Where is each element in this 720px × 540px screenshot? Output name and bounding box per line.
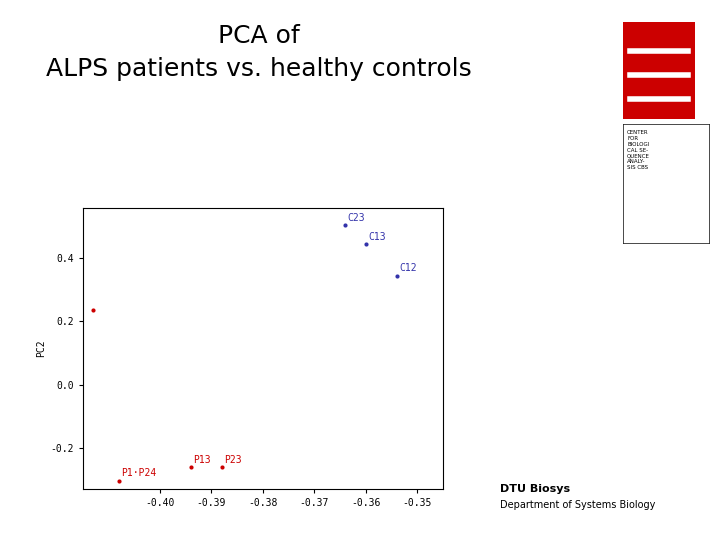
Text: P13: P13 <box>194 455 211 465</box>
Text: DTU Biosys: DTU Biosys <box>500 484 570 494</box>
Y-axis label: PC2: PC2 <box>36 340 46 357</box>
Text: CENTER
FOR
BIOLOGI
CAL SE-
QUENCE
ANALY-
SIS CBS: CENTER FOR BIOLOGI CAL SE- QUENCE ANALY-… <box>627 130 650 170</box>
Text: C12: C12 <box>399 263 417 273</box>
Text: ALPS patients vs. healthy controls: ALPS patients vs. healthy controls <box>46 57 472 80</box>
Text: C23: C23 <box>348 213 365 222</box>
Text: C13: C13 <box>368 232 386 242</box>
Text: PCA of: PCA of <box>218 24 300 48</box>
Text: P23: P23 <box>224 455 242 465</box>
Text: Department of Systems Biology: Department of Systems Biology <box>500 500 656 510</box>
Text: P1·P24: P1·P24 <box>122 468 157 478</box>
